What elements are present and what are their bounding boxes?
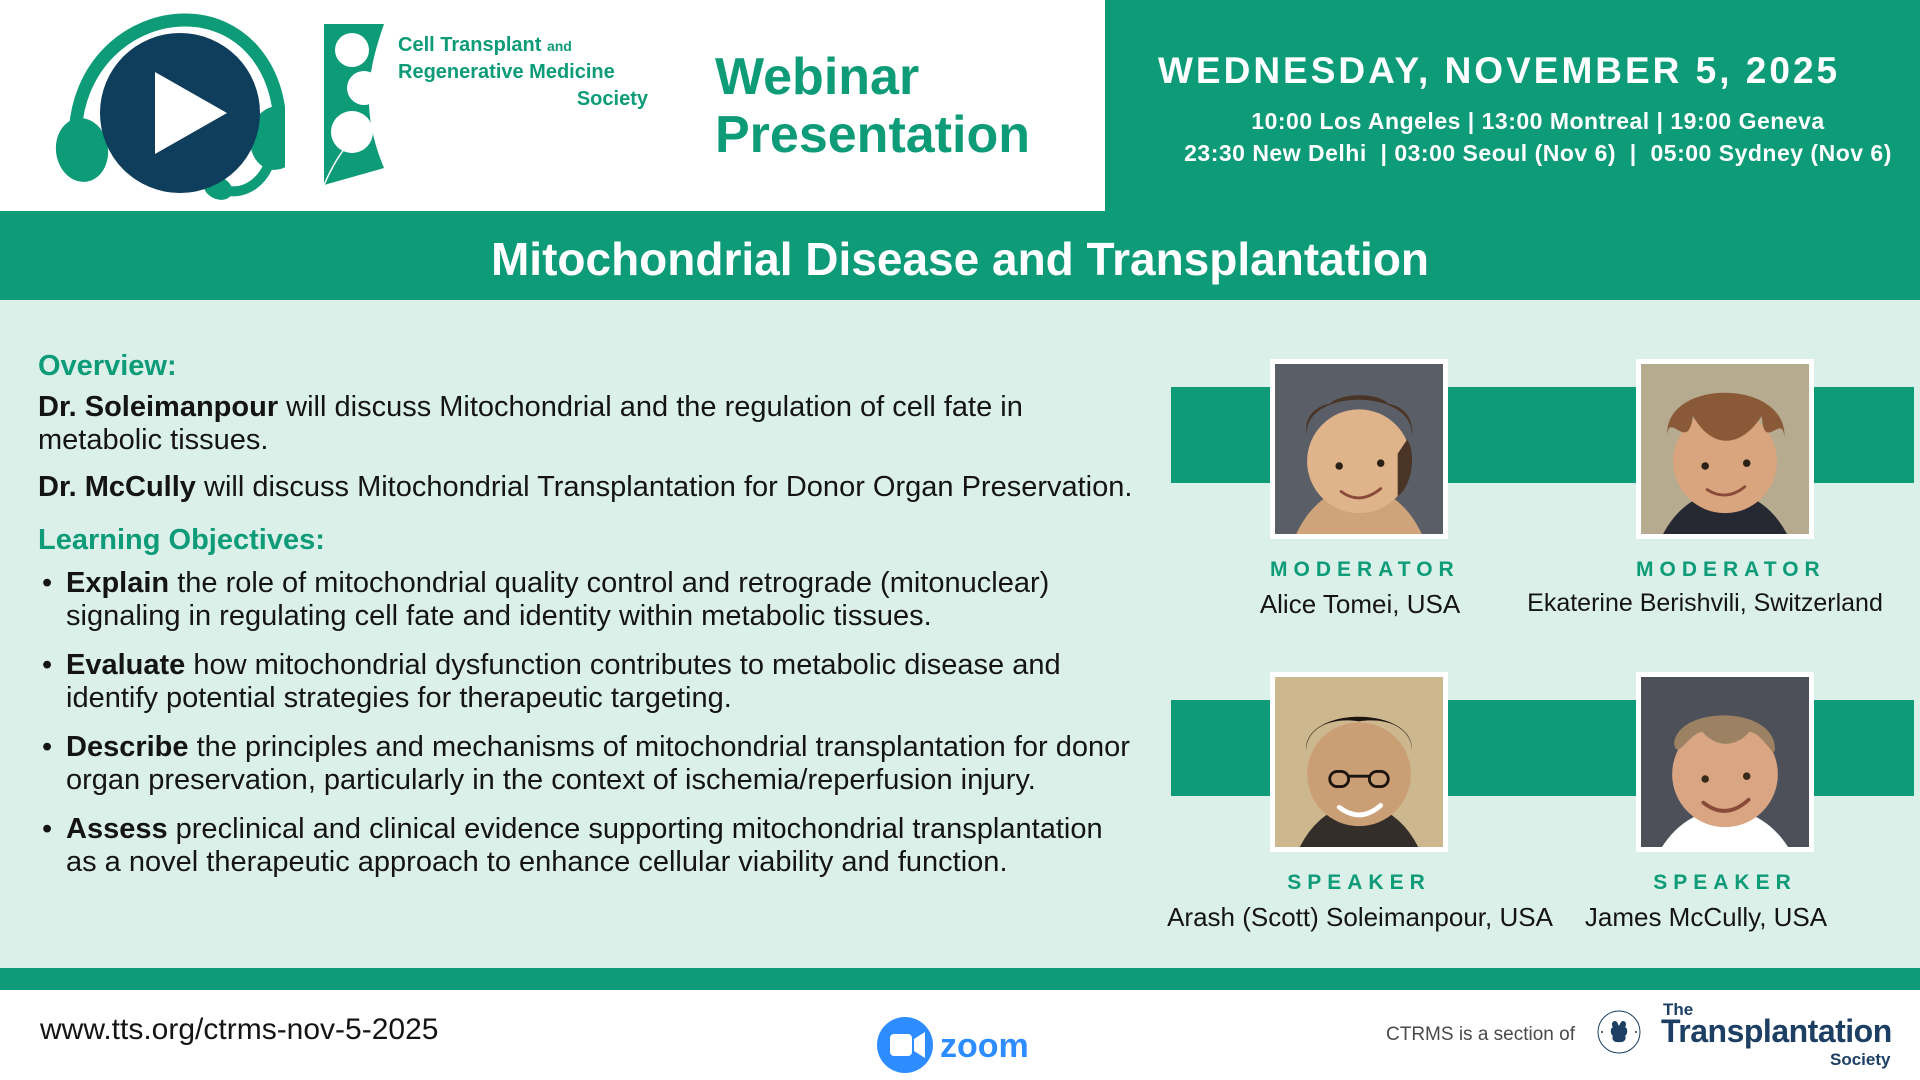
svg-text:zoom: zoom [940,1027,1029,1065]
